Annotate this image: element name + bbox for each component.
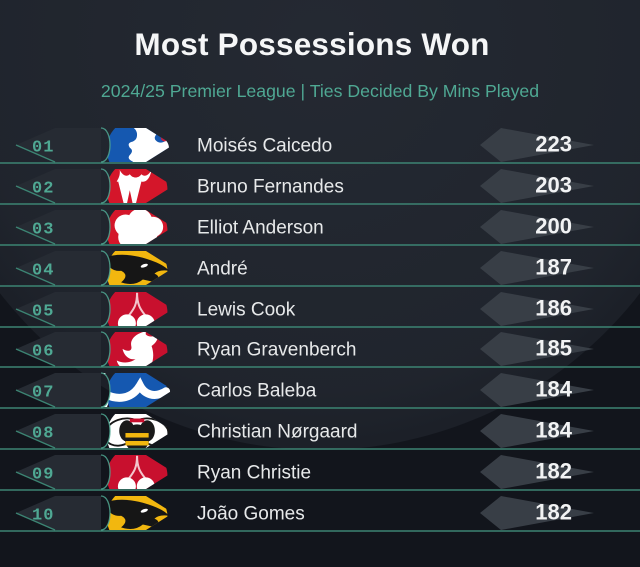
svg-text:185: 185 (535, 336, 572, 361)
svg-text:04: 04 (32, 261, 54, 280)
svg-text:187: 187 (535, 254, 572, 279)
svg-text:Ryan Gravenberch: Ryan Gravenberch (197, 340, 356, 361)
svg-text:182: 182 (535, 500, 572, 525)
svg-text:01: 01 (32, 139, 54, 158)
svg-text:Bruno Fernandes: Bruno Fernandes (197, 176, 344, 197)
svg-text:03: 03 (32, 220, 54, 239)
svg-text:223: 223 (535, 132, 572, 157)
svg-text:06: 06 (32, 343, 54, 362)
svg-text:10: 10 (32, 507, 54, 526)
svg-text:184: 184 (535, 418, 572, 443)
svg-text:Moisés Caicedo: Moisés Caicedo (197, 136, 332, 157)
svg-text:Christian Nørgaard: Christian Nørgaard (197, 422, 358, 443)
svg-text:203: 203 (535, 172, 572, 197)
svg-text:05: 05 (32, 302, 54, 321)
svg-text:07: 07 (32, 384, 54, 403)
svg-text:186: 186 (535, 295, 572, 320)
svg-text:Elliot Anderson: Elliot Anderson (197, 217, 324, 238)
svg-text:Carlos Baleba: Carlos Baleba (197, 381, 317, 402)
svg-text:200: 200 (535, 213, 572, 238)
svg-text:09: 09 (32, 466, 54, 485)
svg-text:08: 08 (32, 425, 54, 444)
svg-text:Ryan Christie: Ryan Christie (197, 463, 311, 484)
svg-text:02: 02 (32, 179, 54, 198)
svg-text:184: 184 (535, 377, 572, 402)
svg-text:182: 182 (535, 459, 572, 484)
svg-text:João Gomes: João Gomes (197, 504, 305, 525)
svg-text:Lewis Cook: Lewis Cook (197, 299, 296, 320)
svg-text:André: André (197, 258, 248, 279)
